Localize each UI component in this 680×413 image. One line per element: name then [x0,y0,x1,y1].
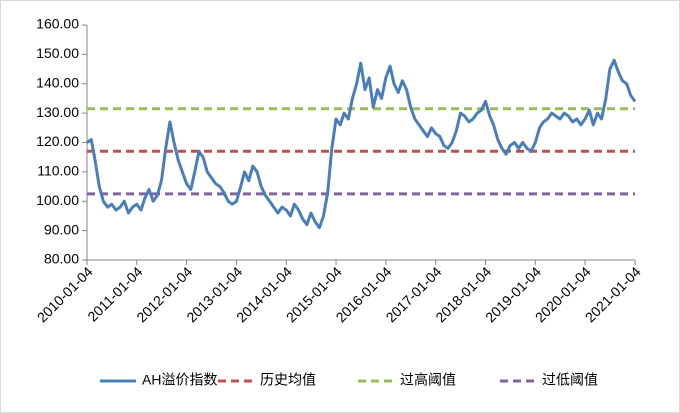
series-line [86,58,637,230]
y-tick-label: 130.00 [36,104,79,120]
y-tick-label: 160.00 [36,16,79,32]
y-tick-label: 80.00 [44,251,79,267]
legend-label: 历史均值 [260,372,316,388]
y-tick-label: 120.00 [36,133,79,149]
legend-label: 过高阈值 [400,372,456,388]
legend-label: AH溢价指数 [142,372,217,388]
y-tick-label: 140.00 [36,74,79,90]
y-tick-label: 110.00 [37,163,79,179]
legend-label: 过低阈值 [542,372,598,388]
y-tick-label: 90.00 [44,221,79,237]
y-tick-label: 150.00 [36,45,79,61]
y-tick-label: 100.00 [36,192,79,208]
